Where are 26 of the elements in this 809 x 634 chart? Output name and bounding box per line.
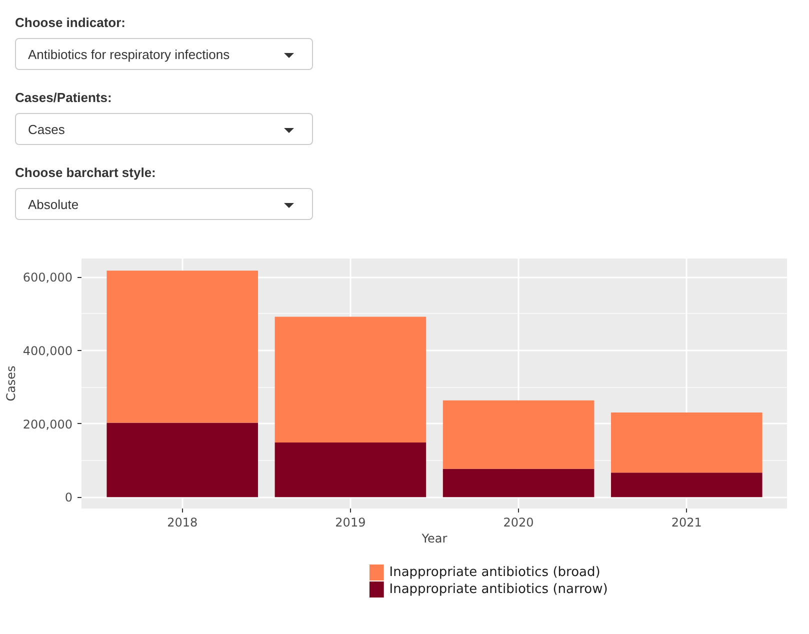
bar (274, 316, 426, 443)
text: Antibiotics for respiratory infections (15, 38, 313, 70)
text: Choose barchart style: (15, 165, 157, 180)
x-tick-label: 2018 (167, 516, 198, 530)
bar (611, 412, 762, 473)
legend-label: Inappropriate antibiotics (broad) (389, 565, 600, 580)
bar (442, 468, 594, 498)
legend-label: Inappropriate antibiotics (narrow) (389, 582, 608, 597)
bar (106, 270, 258, 423)
x-tick-label: 2021 (671, 516, 702, 530)
x-axis-title: Year (420, 532, 448, 546)
y-tick-label: 200,000 (22, 417, 72, 432)
x-tick-label: 2020 (503, 516, 534, 530)
y-tick-label: 0 (64, 490, 73, 505)
bar (611, 472, 762, 498)
text: Absolute (15, 188, 313, 220)
text: Cases/Patients: (15, 90, 113, 105)
text: Cases (15, 113, 313, 145)
x-tick-label: 2019 (335, 516, 366, 530)
bar (106, 422, 258, 498)
bar (274, 442, 426, 498)
bar (442, 400, 594, 469)
y-tick-label: 400,000 (22, 344, 72, 358)
y-axis-title: Cases (4, 366, 18, 402)
y-tick-label: 600,000 (22, 270, 72, 285)
text: Choose indicator: (15, 15, 127, 30)
